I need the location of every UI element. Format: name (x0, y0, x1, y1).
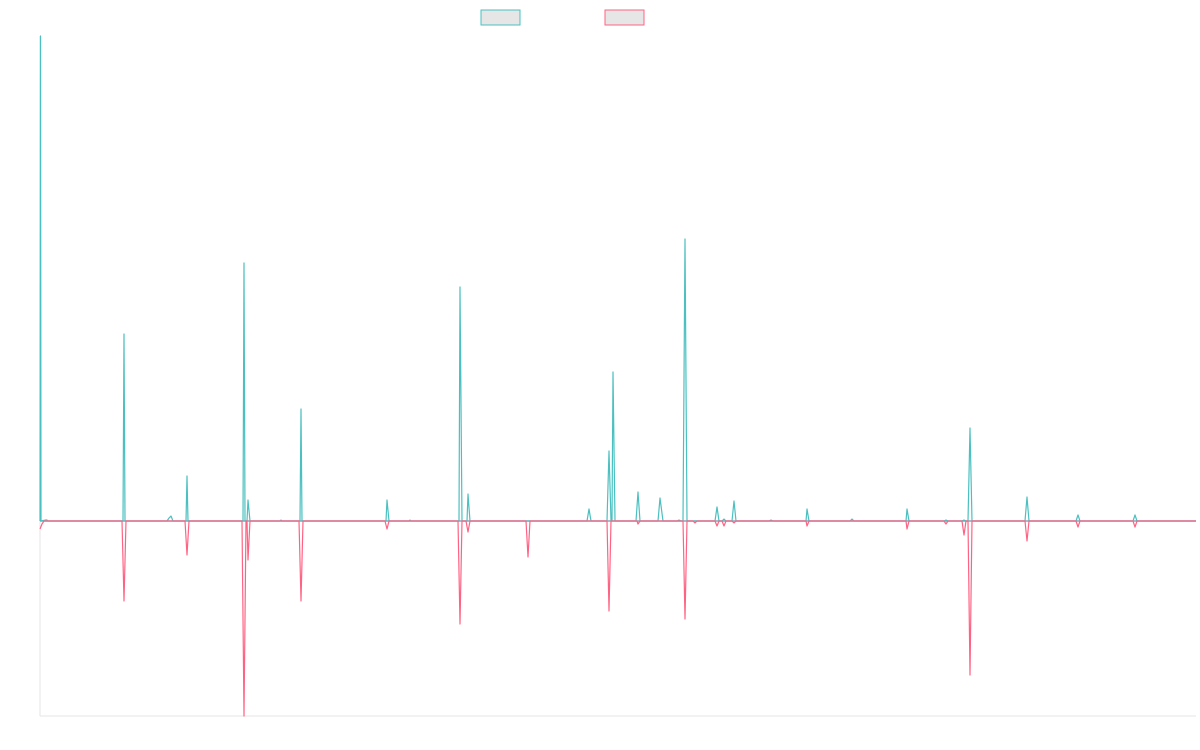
legend-swatch-1[interactable] (480, 9, 521, 26)
series-group (39, 35, 1196, 717)
series-line-1 (39, 35, 1196, 522)
axes (39, 36, 1196, 717)
series-line-2 (39, 520, 1196, 717)
legend-swatch-2[interactable] (604, 9, 645, 26)
legend[interactable] (480, 9, 645, 26)
